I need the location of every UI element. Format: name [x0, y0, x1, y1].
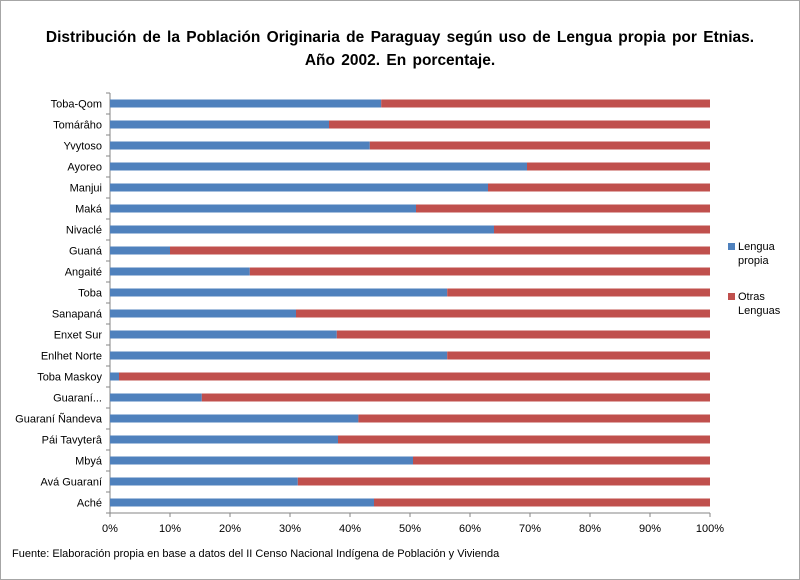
bar-lengua-propia [110, 309, 296, 318]
x-tick-label: 50% [399, 523, 421, 535]
category-labels: Toba-Qom Tomárâho Yvytoso Ayoreo Manjui Maká N… [15, 99, 103, 510]
bar-lengua-propia [110, 351, 448, 360]
category-label: Aché [77, 498, 102, 510]
category-label: Guaraní... [53, 393, 102, 405]
category-label: Nivaclé [66, 225, 102, 237]
bar-lengua-propia [110, 288, 448, 297]
bar-lengua-propia [110, 393, 202, 402]
x-tick-label: 100% [696, 523, 724, 535]
bar-lengua-propia [110, 330, 337, 339]
bar-otras-lenguas [338, 435, 710, 444]
axis-ticks [106, 92, 711, 517]
bar-lengua-propia [110, 99, 382, 108]
category-label: Manjui [70, 183, 102, 195]
bar-lengua-propia [110, 456, 413, 465]
category-label: Maká [75, 204, 103, 216]
x-tick-label: 40% [339, 523, 361, 535]
bar-otras-lenguas [447, 351, 710, 360]
category-label: Sanapaná [52, 309, 103, 321]
category-label: Mbyá [75, 456, 103, 468]
bar-lengua-propia [110, 267, 250, 276]
bar-lengua-propia [110, 183, 488, 192]
bar-otras-lenguas [494, 225, 710, 234]
bar-lengua-propia [110, 498, 374, 507]
category-label: Pái Tavyterâ [42, 435, 103, 447]
legend-swatch-otras-lenguas [728, 293, 735, 300]
bar-lengua-propia [110, 204, 416, 213]
x-tick-label: 20% [219, 523, 241, 535]
bar-lengua-propia [110, 141, 370, 150]
bars-group [110, 99, 711, 507]
legend-label-lengua-propia-line2: propia [738, 255, 769, 267]
legend: Lengua propia Otras Lenguas [728, 241, 781, 317]
x-tick-labels: 0% 10% 20% 30% 40% 50% 60% 70% 80% 90% 100% [102, 523, 724, 535]
category-label: Avá Guaraní [40, 477, 102, 489]
bar-otras-lenguas [201, 393, 711, 402]
x-tick-label: 70% [519, 523, 541, 535]
x-tick-label: 90% [639, 523, 661, 535]
x-tick-label: 60% [459, 523, 481, 535]
bar-lengua-propia [110, 246, 170, 255]
bar-otras-lenguas [369, 141, 710, 150]
bar-lengua-propia [110, 162, 527, 171]
category-label: Enlhet Norte [41, 351, 102, 363]
category-label: Toba Maskoy [37, 372, 102, 384]
category-label: Tomárâho [53, 120, 102, 132]
bar-lengua-propia [110, 225, 494, 234]
bar-otras-lenguas [413, 456, 710, 465]
legend-label-otras-lenguas-line1: Otras [738, 291, 765, 303]
bar-lengua-propia [110, 414, 359, 423]
bar-otras-lenguas [297, 477, 710, 486]
x-tick-label: 30% [279, 523, 301, 535]
bar-otras-lenguas [296, 309, 710, 318]
x-tick-label: 0% [102, 523, 118, 535]
x-tick-label: 10% [159, 523, 181, 535]
bar-lengua-propia [110, 120, 329, 129]
category-label: Enxet Sur [54, 330, 103, 342]
category-label: Toba-Qom [51, 99, 102, 111]
category-label: Yvytoso [63, 141, 102, 153]
legend-label-otras-lenguas-line2: Lenguas [738, 305, 781, 317]
bar-otras-lenguas [336, 330, 710, 339]
bar-otras-lenguas [170, 246, 710, 255]
bar-otras-lenguas [416, 204, 710, 213]
bar-otras-lenguas [119, 372, 710, 381]
category-label: Toba [78, 288, 103, 300]
bar-otras-lenguas [527, 162, 710, 171]
x-tick-label: 80% [579, 523, 601, 535]
bar-lengua-propia [110, 435, 338, 444]
bar-otras-lenguas [488, 183, 710, 192]
bar-otras-lenguas [381, 99, 710, 108]
legend-label-lengua-propia-line1: Lengua [738, 241, 776, 253]
bar-otras-lenguas [447, 288, 710, 297]
bar-otras-lenguas [249, 267, 711, 276]
bar-otras-lenguas [329, 120, 710, 129]
bar-lengua-propia [110, 477, 298, 486]
category-label: Ayoreo [67, 162, 102, 174]
source-note: Fuente: Elaboración propia en base a dat… [12, 548, 500, 560]
category-label: Guaraní Ñandeva [15, 413, 103, 426]
chart-title: Distribución de la Población Originaria … [45, 29, 755, 69]
category-label: Guaná [69, 246, 103, 258]
bar-lengua-propia [110, 372, 119, 381]
category-label: Angaité [65, 267, 102, 279]
legend-swatch-lengua-propia [728, 243, 735, 250]
bar-otras-lenguas [358, 414, 710, 423]
bar-otras-lenguas [374, 498, 710, 507]
